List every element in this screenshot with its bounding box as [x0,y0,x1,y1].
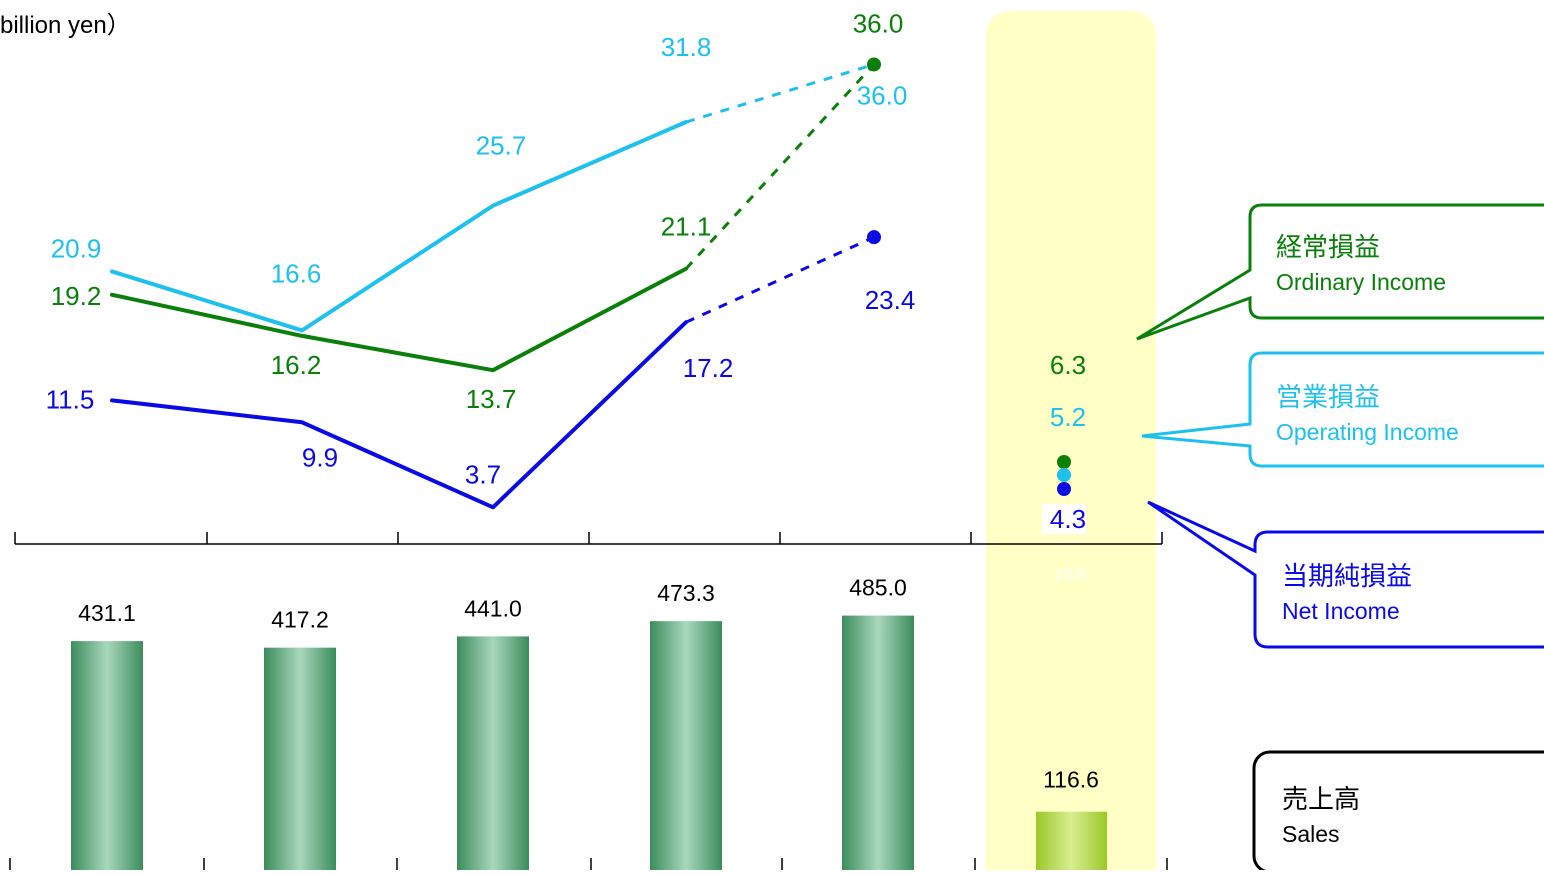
ordinary-data-label: 21.1 [661,212,712,242]
sales-bar-label: 431.1 [78,600,136,626]
net-data-label: 11.5 [46,384,95,414]
legend-net-en: Net Income [1282,598,1400,624]
operating-data-label: 20.9 [51,233,102,263]
sales-bar-label: 473.3 [657,580,715,606]
net-quarter-label: 4.3 [1050,504,1086,534]
ordinary-quarter-label: 6.3 [1050,350,1086,380]
sales-bar [264,647,336,870]
legend-ordinary-en: Ordinary Income [1276,269,1446,295]
quarter-sales-bar [1036,811,1107,870]
sales-bar-label: 417.2 [271,607,329,633]
operating-quarter-label: 5.2 [1050,402,1086,432]
line-series: 20.9 16.6 25.7 31.8 36.0 19.2 16.2 13.7 21.1 36.0… [46,8,1086,534]
net-data-label: 9.9 [302,442,338,472]
net-forecast-point [867,230,881,245]
ordinary-data-label: 36.0 [853,8,904,38]
net-data-label: 23.4 [865,285,916,315]
net-quarter-label-bg [1042,504,1086,534]
sales-bar [650,621,722,870]
net-series-line [110,320,688,510]
legend-operating-en: Operating Income [1276,419,1459,445]
sales-bar-label: 485.0 [849,575,907,601]
axes [9,532,1168,870]
legend-net-jp: 当期純損益 [1282,561,1412,591]
sales-bar [457,636,529,870]
operating-data-label: 25.7 [476,131,527,161]
legend-net: 当期純損益 Net Income [1147,500,1544,649]
ordinary-data-label: 16.2 [271,350,322,380]
sales-bar [71,641,143,870]
net-data-label: 17.2 [683,353,734,383]
unit-label: billion yen） [0,12,131,39]
legend-ordinary-jp: 経常損益 [1276,232,1380,262]
highlight-period-label: 15/6 [1053,565,1086,584]
operating-series-line [110,120,688,333]
operating-quarter-point [1057,468,1071,482]
ordinary-forecast-point [867,57,881,72]
sales-bar-label: 441.0 [464,595,522,621]
legend-operating-jp: 営業損益 [1276,382,1380,412]
ordinary-data-label: 13.7 [466,384,517,414]
ordinary-quarter-point [1057,455,1071,469]
net-forecast-line [685,235,875,324]
legend-sales-en: Sales [1282,821,1340,847]
ordinary-data-label: 19.2 [51,281,102,311]
operating-data-label: 16.6 [271,258,322,288]
ordinary-forecast-line [684,63,876,270]
legend-ordinary: 経常損益 Ordinary Income [1136,203,1544,341]
net-quarter-point [1057,482,1071,496]
latest-period-highlight [986,11,1156,875]
operating-forecast-line [685,63,875,124]
sales-bar [842,615,914,870]
operating-data-label: 31.8 [661,32,712,62]
net-data-label: 3.7 [465,459,501,489]
legend-operating: 営業損益 Operating Income [1141,351,1544,468]
operating-data-label: 36.0 [857,80,908,110]
legend-sales: 売上高 Sales [1252,750,1544,874]
sales-bars: 431.1 417.2 441.0 473.3 485.0 116.6 [71,575,1107,870]
quarter-sales-label: 116.6 [1043,767,1099,793]
ordinary-series-line [110,266,688,373]
legend-sales-jp: 売上高 [1282,784,1360,814]
